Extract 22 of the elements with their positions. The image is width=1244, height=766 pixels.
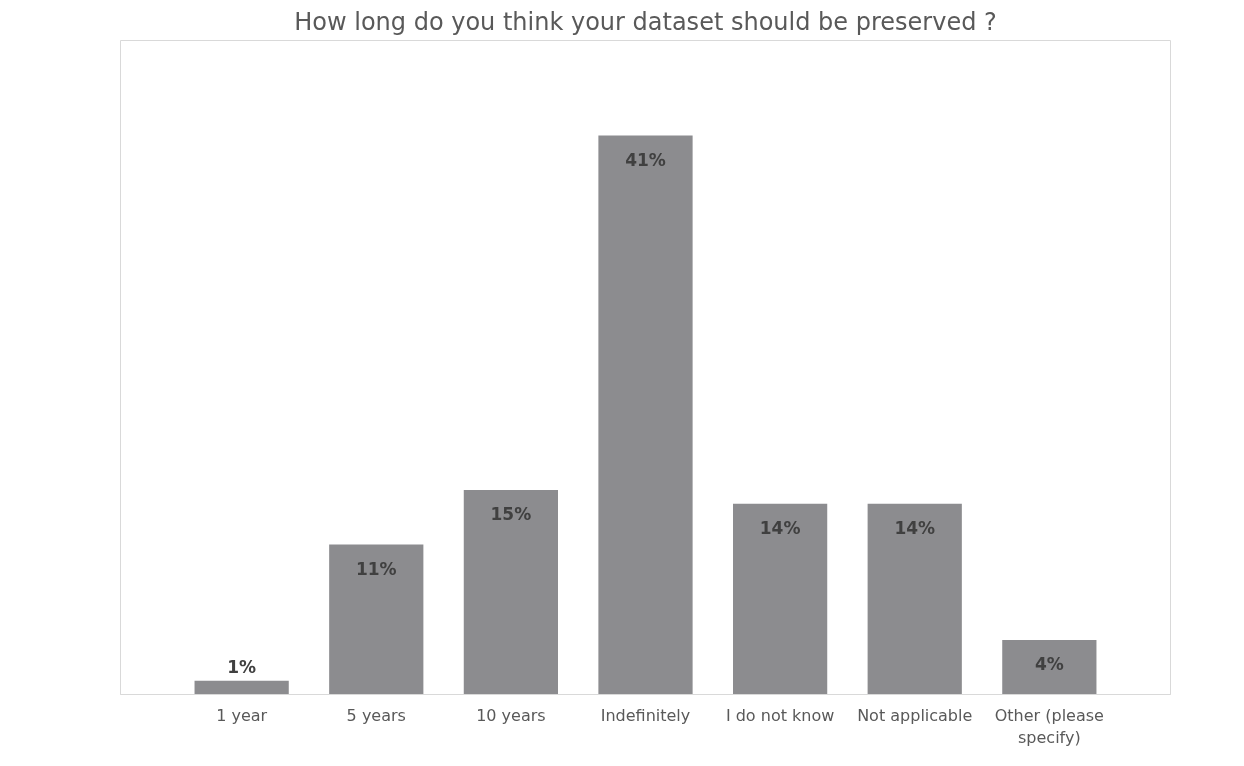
bar — [329, 544, 424, 695]
bar — [194, 680, 289, 695]
x-tick-label: Indefinitely — [600, 705, 691, 725]
x-tick-label: 5 years — [346, 705, 406, 725]
x-tick-label: Not applicable — [857, 705, 973, 725]
bar — [733, 503, 828, 695]
data-label: 14% — [894, 517, 936, 538]
bar — [463, 490, 558, 695]
data-label: 4% — [1034, 653, 1064, 674]
bar — [867, 503, 962, 695]
bar — [598, 135, 693, 695]
data-label: 15% — [490, 504, 532, 524]
data-label: 1% — [227, 656, 257, 677]
x-tick-label: Other (please specify) — [994, 705, 1104, 748]
data-label: 14% — [759, 517, 801, 538]
data-label: 41% — [625, 149, 666, 170]
data-label: 11% — [355, 558, 397, 579]
x-tick-label: 10 years — [476, 705, 546, 725]
bar — [1002, 639, 1097, 695]
x-tick-label: I do not know — [725, 705, 835, 725]
x-tick-label: 1 year — [216, 705, 268, 725]
chart-title: How long do you think your dataset should be preserved ? — [294, 7, 997, 36]
